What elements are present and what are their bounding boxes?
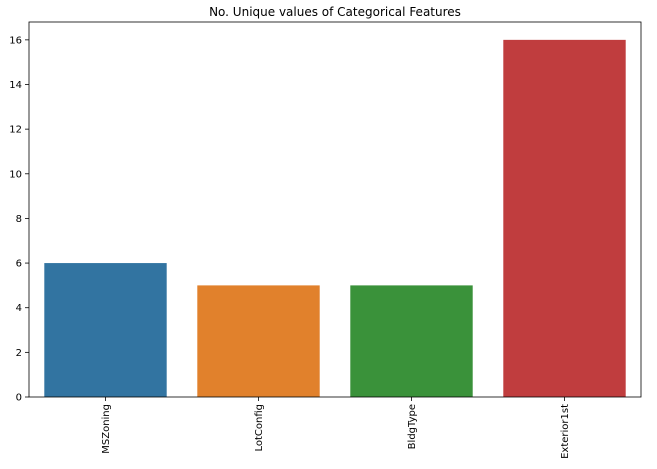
x-tick-label: LotConfig — [254, 404, 265, 452]
plot-frame — [28, 21, 642, 398]
bars-group — [44, 39, 626, 397]
x-tick-label: MSZoning — [101, 404, 112, 454]
x-axis: MSZoning LotConfig BldgType Exterior1st — [101, 397, 571, 459]
y-tick-label: 2 — [16, 348, 22, 359]
y-tick-label: 16 — [9, 35, 22, 46]
y-tick-label: 0 — [16, 393, 22, 404]
bar-exterior1st — [503, 39, 626, 397]
bar-bldgtype — [350, 285, 473, 397]
y-tick-label: 12 — [9, 125, 22, 136]
y-tick-label: 10 — [9, 169, 22, 180]
x-tick-label: Exterior1st — [560, 404, 571, 459]
y-axis: 0 2 4 6 8 10 12 14 16 — [9, 35, 29, 404]
chart-title: No. Unique values of Categorical Feature… — [209, 5, 461, 19]
bar-mszoning — [44, 263, 167, 397]
y-tick-label: 8 — [16, 214, 22, 225]
x-tick-label: BldgType — [407, 404, 418, 449]
y-tick-label: 14 — [9, 80, 22, 91]
y-tick-label: 6 — [16, 259, 22, 270]
bar-lotconfig — [197, 285, 320, 397]
y-tick-label: 4 — [16, 303, 22, 314]
